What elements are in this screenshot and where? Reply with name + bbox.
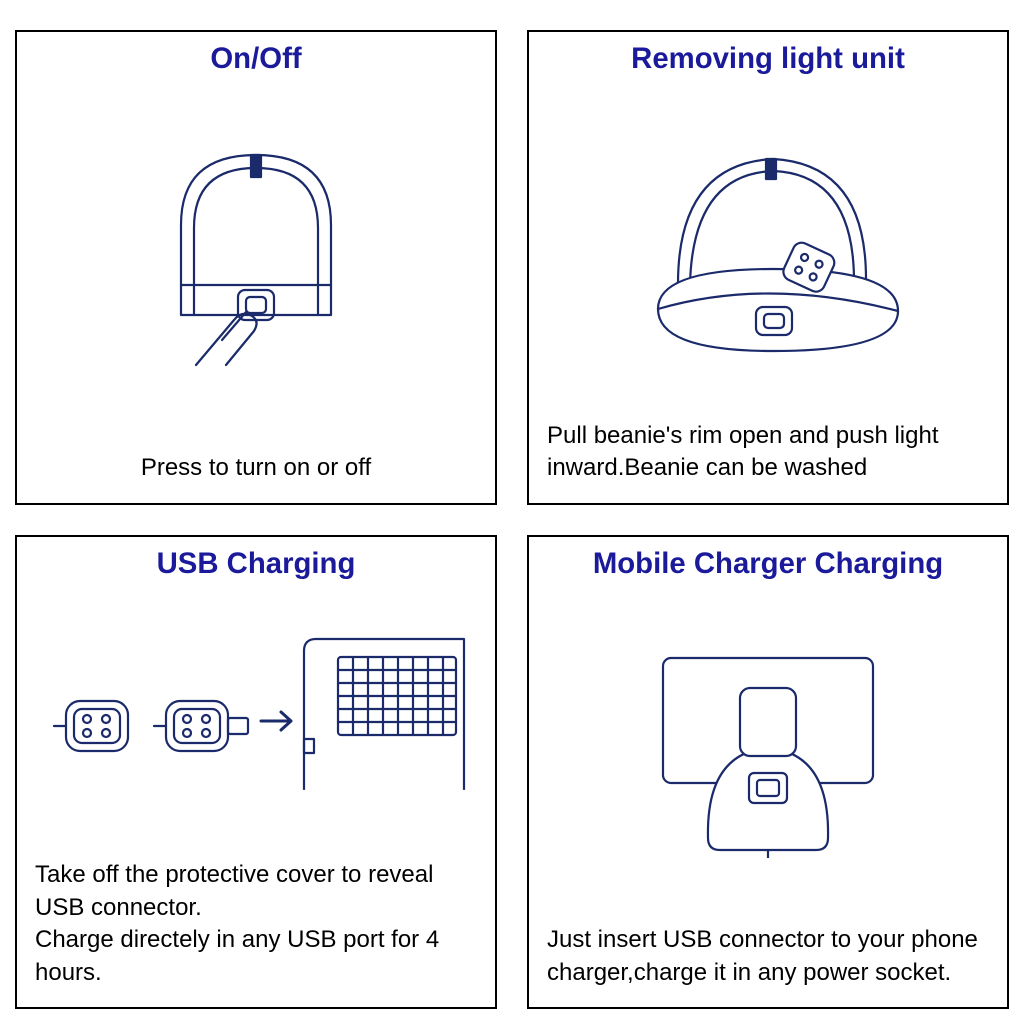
panel-caption-removing: Pull beanie's rim open and push light in… xyxy=(529,412,1007,503)
panel-caption-on-off: Press to turn on or off xyxy=(17,444,495,502)
illustration-removing xyxy=(529,76,1007,412)
panel-on-off: On/Off xyxy=(15,30,497,505)
illustration-mobile xyxy=(529,581,1007,917)
panel-title-removing: Removing light unit xyxy=(529,32,1007,76)
panel-caption-mobile: Just insert USB connector to your phone … xyxy=(529,916,1007,1007)
illustration-usb xyxy=(17,581,495,852)
beanie-remove-icon xyxy=(608,119,928,369)
panel-removing: Removing light unit xyxy=(527,30,1009,505)
usb-charging-icon xyxy=(46,621,466,811)
illustration-on-off xyxy=(17,76,495,444)
panel-mobile: Mobile Charger Charging Just inse xyxy=(527,535,1009,1010)
wall-charger-icon xyxy=(628,638,908,858)
beanie-press-icon xyxy=(126,130,386,390)
panel-title-mobile: Mobile Charger Charging xyxy=(529,537,1007,581)
panel-title-on-off: On/Off xyxy=(17,32,495,76)
panel-title-usb: USB Charging xyxy=(17,537,495,581)
instruction-grid: On/Off xyxy=(0,0,1024,1024)
panel-caption-usb: Take off the protective cover to reveal … xyxy=(17,851,495,1007)
panel-usb: USB Charging xyxy=(15,535,497,1010)
